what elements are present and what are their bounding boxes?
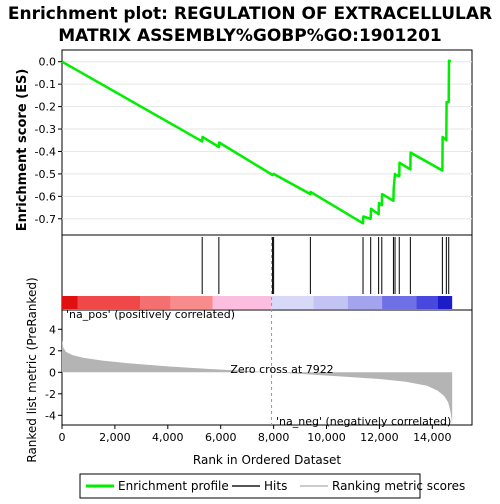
es-y-tick-label: -0.7 [35,213,56,226]
x-tick-label: 12,000 [360,431,399,444]
es-panel-frame [61,49,473,236]
rank-bar-segment [62,296,78,309]
x-axis-label: Rank in Ordered Dataset [193,453,341,467]
es-y-tick-label: -0.4 [35,145,56,158]
metric-y-tick-label: 4 [49,323,56,336]
rank-bar-segment [140,296,171,309]
hits-layer [201,237,450,294]
rank-bar-segment [347,296,383,309]
x-tick-label: 0 [59,431,66,444]
rank-bar-segment [170,296,213,309]
legend-label-hits: Hits [264,479,287,493]
x-tick-label: 4,000 [152,431,184,444]
es-gridlines [62,61,472,220]
es-y-tick-label: -0.6 [35,190,56,203]
metric-layer [62,237,453,425]
legend-label-enrichment-profile: Enrichment profile [118,479,229,493]
rank-bar-segment [382,296,417,309]
chart-title-line1: Enrichment plot: REGULATION OF EXTRACELL… [8,4,492,24]
rank-bar-segment [212,296,272,309]
es-y-tick-label: -0.3 [35,123,56,136]
chart-title-line2: MATRIX ASSEMBLY%GOBP%GO:1901201 [58,26,442,46]
metric-y-tick-label: 2 [49,345,56,358]
metric-y-tick-label: -4 [45,409,56,422]
rank-bar-segment [437,296,453,309]
negative-correlation-label: 'na_neg' (negatively correlated) [276,415,451,428]
es-y-tick-label: -0.5 [35,168,56,181]
es-y-tick-label: -0.2 [35,101,56,114]
metric-y-axis-label: Ranked list metric (PreRanked) [25,277,39,462]
legend-label-ranking-metric-scores: Ranking metric scores [332,479,465,493]
zero-cross-label: Zero cross at 7922 [230,363,333,376]
es-line-layer [61,59,452,225]
rank-bar-segment [313,296,348,309]
rank-color-bar [62,296,453,309]
es-y-axis-label: Enrichment score (ES) [15,69,30,232]
enrichment-profile-line [61,59,452,225]
rank-bar-segment [271,296,314,309]
rank-bar-segment [77,296,141,309]
x-tick-label: 2,000 [99,431,131,444]
es-y-tick-label: -0.1 [35,78,56,91]
positive-correlation-label: 'na_pos' (positively correlated) [66,308,235,321]
metric-y-tick-label: 0 [49,366,56,379]
rank-bar-segment [416,296,438,309]
es-y-ticks: 0.0 -0.1 -0.2 -0.3 -0.4 -0.5 -0.6 -0.7 [35,56,62,226]
metric-y-tick-label: -2 [45,388,56,401]
es-y-tick-label: 0.0 [39,56,57,69]
x-tick-label: 10,000 [307,431,346,444]
x-tick-label: 6,000 [205,431,237,444]
metric-y-ticks: 4 2 0 -2 -4 [45,323,62,422]
x-ticks: 0 2,000 4,000 6,000 8,000 10,000 12,000 14,000 [59,425,452,444]
x-tick-label: 14,000 [413,431,452,444]
legend: Enrichment profile Hits Ranking metric s… [79,473,465,499]
x-tick-label: 8,000 [258,431,290,444]
